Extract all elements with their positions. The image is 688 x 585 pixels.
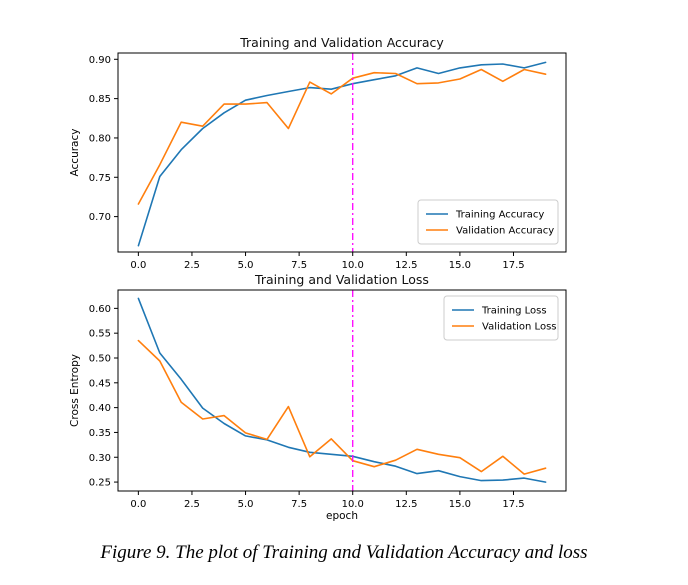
legend-label: Validation Accuracy (456, 226, 554, 237)
y-tick-label: 0.25 (89, 478, 111, 489)
legend-box (443, 295, 559, 341)
y-tick-label: 0.90 (89, 55, 111, 66)
legend-label: Training Accuracy (455, 210, 544, 221)
x-tick-label: 17.5 (502, 260, 524, 271)
figure-caption: Figure 9. The plot of Training and Valid… (100, 542, 588, 563)
plot-frame (117, 52, 567, 253)
legend: Training Loss Validation Loss (443, 295, 559, 341)
y-tick-label: 0.30 (89, 453, 111, 464)
y-tick-label: 0.35 (89, 428, 111, 439)
training-series-line (137, 297, 547, 483)
x-tick-label: 0.0 (130, 260, 146, 271)
validation-series-line (137, 68, 547, 205)
x-tick-label: 15.0 (449, 260, 471, 271)
x-tick-label: 7.5 (291, 260, 307, 271)
validation-series-line (137, 339, 547, 475)
figure: Training and Validation Accuracy 0.70 0.75… (69, 35, 567, 522)
x-tick-label: 12.5 (395, 260, 417, 271)
y-tick-label: 0.55 (89, 329, 111, 340)
x-tick-label: 10.0 (342, 499, 364, 510)
x-tick-label: 10.0 (342, 260, 364, 271)
y-tick-label: 0.60 (89, 304, 111, 315)
y-tick-label: 0.40 (89, 403, 111, 414)
x-tick-label: 15.0 (449, 499, 471, 510)
x-tick-label: 5.0 (238, 499, 254, 510)
y-tick-label: 0.50 (89, 353, 111, 364)
x-tick-label: 12.5 (395, 499, 417, 510)
y-tick-label: 0.80 (89, 133, 111, 144)
chart-title: Training and Validation Loss (254, 272, 429, 287)
x-tick-label: 5.0 (238, 260, 254, 271)
legend-label: Training Loss (481, 306, 547, 317)
y-axis-label: Accuracy (69, 129, 81, 177)
accuracy-panel: Training and Validation Accuracy 0.70 0.75… (69, 35, 567, 271)
y-axis-label: Cross Entropy (69, 354, 81, 427)
chart-title: Training and Validation Accuracy (239, 35, 444, 50)
legend-box (417, 199, 559, 245)
x-tick-label: 7.5 (291, 499, 307, 510)
legend: Training Accuracy Validation Accuracy (417, 199, 559, 245)
y-tick-label: 0.75 (89, 173, 111, 184)
y-tick-label: 0.85 (89, 94, 111, 105)
x-tick-label: 2.5 (184, 499, 200, 510)
legend-label: Validation Loss (482, 322, 557, 333)
x-axis-label: epoch (326, 510, 358, 522)
x-tick-label: 17.5 (502, 499, 524, 510)
loss-panel: Training and Validation Loss 0.25 0.30 0.35… (69, 272, 567, 522)
plot-frame (117, 289, 567, 492)
x-tick-label: 0.0 (130, 499, 146, 510)
y-tick-label: 0.70 (89, 212, 111, 223)
y-tick-label: 0.45 (89, 378, 111, 389)
x-tick-label: 2.5 (184, 260, 200, 271)
